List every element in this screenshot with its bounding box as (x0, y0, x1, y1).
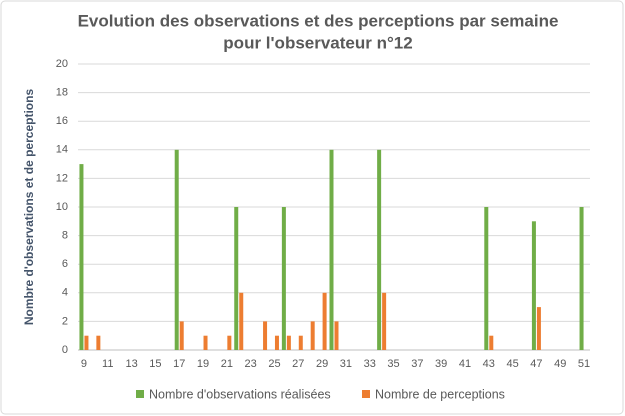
bar (179, 321, 184, 350)
y-tick-label: 18 (56, 87, 68, 99)
bar (239, 292, 244, 350)
bar (281, 207, 286, 350)
x-tick-label: 21 (221, 358, 233, 370)
bar (274, 335, 279, 350)
x-tick-label: 19 (197, 358, 209, 370)
x-tick-label: 37 (411, 358, 423, 370)
chart-title: pour l'observateur n°12 (223, 33, 412, 52)
y-tick-label: 12 (56, 172, 68, 184)
y-tick-label: 6 (62, 258, 68, 270)
y-tick-label: 2 (62, 315, 68, 327)
legend-swatch (362, 390, 370, 398)
bar (263, 321, 268, 350)
legend-label: Nombre de perceptions (375, 387, 505, 401)
x-tick-label: 9 (81, 358, 87, 370)
x-tick-label: 45 (506, 358, 518, 370)
legend-label: Nombre d'observations réalisées (149, 387, 331, 401)
bar (484, 207, 489, 350)
x-tick-label: 35 (387, 358, 399, 370)
x-tick-label: 41 (459, 358, 471, 370)
y-tick-label: 4 (62, 287, 68, 299)
x-tick-label: 47 (530, 358, 542, 370)
y-tick-label: 20 (56, 58, 68, 70)
x-tick-label: 49 (554, 358, 566, 370)
x-tick-label: 27 (292, 358, 304, 370)
x-tick-label: 51 (578, 358, 590, 370)
bar (579, 207, 584, 350)
legend-swatch (136, 390, 144, 398)
bar (79, 164, 84, 350)
bar (536, 307, 541, 350)
y-tick-label: 10 (56, 201, 68, 213)
x-tick-label: 31 (340, 358, 352, 370)
x-tick-label: 29 (316, 358, 328, 370)
bar (84, 335, 89, 350)
bar (174, 149, 179, 350)
bar (96, 335, 101, 350)
y-tick-label: 0 (62, 344, 68, 356)
y-tick-label: 8 (62, 230, 68, 242)
bar (377, 149, 382, 350)
bar (298, 335, 303, 350)
bar (203, 335, 208, 350)
x-tick-label: 43 (483, 358, 495, 370)
bar (227, 335, 232, 350)
x-tick-label: 17 (173, 358, 185, 370)
x-tick-label: 33 (364, 358, 376, 370)
bar (286, 335, 291, 350)
x-tick-label: 13 (125, 358, 137, 370)
x-tick-label: 25 (268, 358, 280, 370)
bar (334, 321, 339, 350)
bar (310, 321, 315, 350)
x-tick-label: 39 (435, 358, 447, 370)
bar (322, 292, 327, 350)
x-tick-label: 23 (245, 358, 257, 370)
bar (234, 207, 239, 350)
bar (329, 149, 334, 350)
x-tick-label: 15 (149, 358, 161, 370)
chart-title: Evolution des observations et des percep… (78, 11, 559, 30)
y-tick-label: 14 (56, 144, 68, 156)
bar (489, 335, 494, 350)
y-axis-label: Nombre d'observations et de perceptions (22, 89, 36, 326)
y-tick-label: 16 (56, 115, 68, 127)
bar (382, 292, 387, 350)
x-tick-label: 11 (102, 358, 113, 370)
bar (531, 221, 536, 350)
